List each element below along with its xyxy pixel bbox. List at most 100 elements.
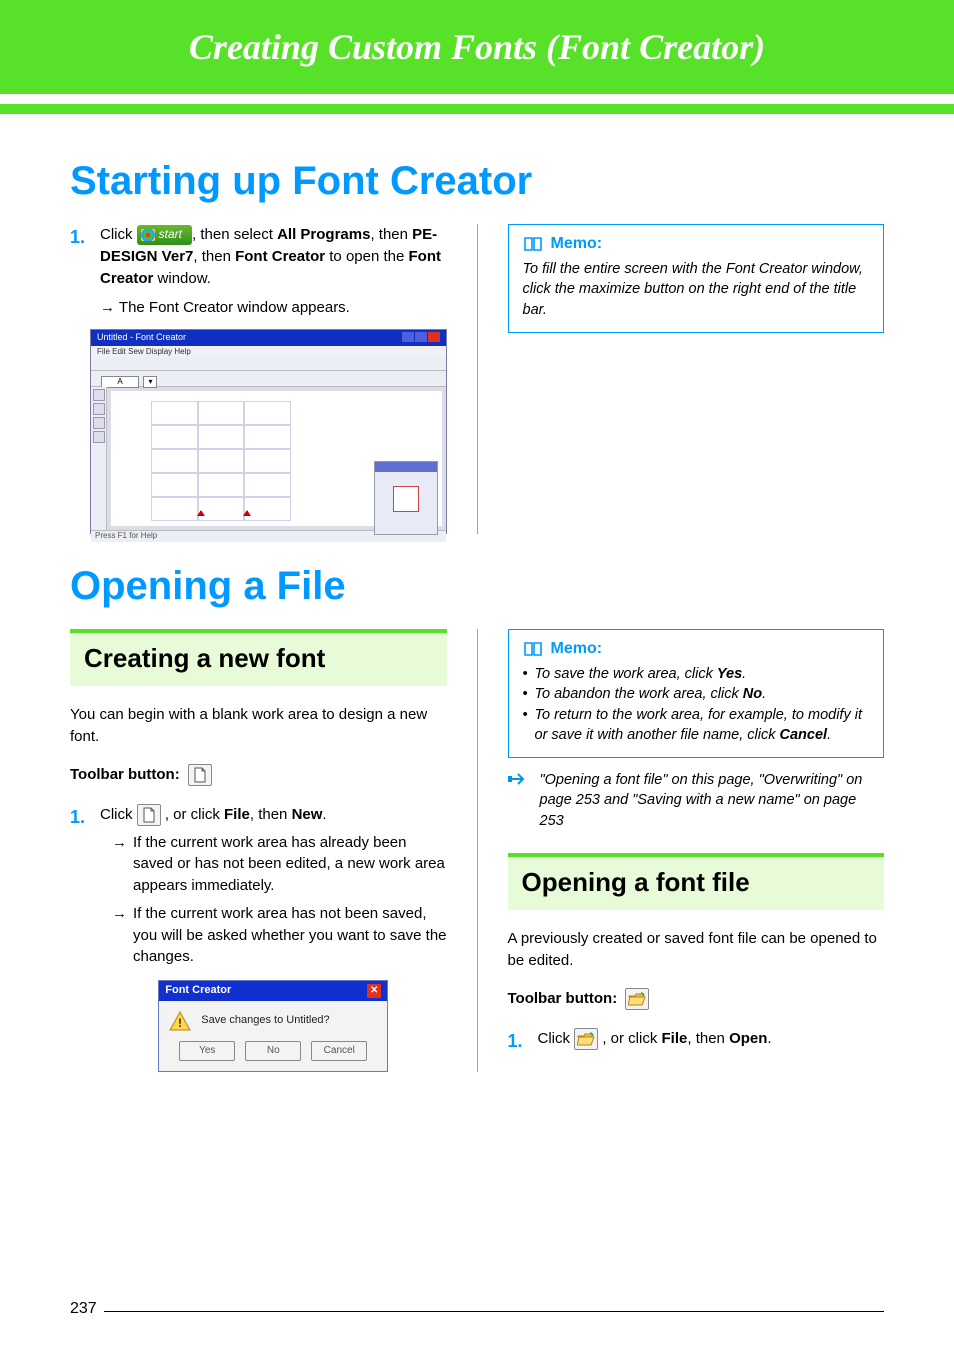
step-number: 1. xyxy=(70,224,88,319)
t: . xyxy=(767,1030,771,1047)
t: , then select xyxy=(192,226,277,243)
step-number: 1. xyxy=(70,804,88,1072)
banner-underline xyxy=(0,104,954,114)
dialog-yes-button[interactable]: Yes xyxy=(179,1041,235,1061)
pointing-hand-icon xyxy=(508,772,530,831)
column-divider xyxy=(477,224,478,534)
close-icon: ✕ xyxy=(367,984,381,998)
book-icon xyxy=(523,641,543,657)
memo-text: To fill the entire screen with the Font … xyxy=(523,259,870,320)
t: , then xyxy=(193,248,235,265)
t: Open xyxy=(729,1030,767,1047)
save-dialog: Font Creator ✕ ! Save changes to Untitle… xyxy=(158,980,388,1072)
start-button-graphic: start xyxy=(137,225,192,244)
t: File xyxy=(224,806,250,823)
t: , or click xyxy=(161,806,224,823)
step-text: Click , or click File, then New. →If the… xyxy=(100,804,447,1072)
app-titlebar: Untitled - Font Creator xyxy=(91,330,446,346)
xref-text: "Opening a font file" on this page, "Ove… xyxy=(540,770,885,831)
dialog-title: Font Creator xyxy=(165,983,231,999)
t: . xyxy=(742,666,746,682)
t: New xyxy=(292,806,323,823)
creating-step-1: 1. Click , or click File, then New. →If … xyxy=(70,804,447,1072)
creating-intro: You can begin with a blank work area to … xyxy=(70,704,447,748)
app-menubar: File Edit Sew Display Help xyxy=(91,346,446,357)
result-2: →If the current work area has not been s… xyxy=(112,903,447,968)
page-number: 237 xyxy=(70,1300,97,1318)
step-text: Click start , then select All Programs , … xyxy=(100,224,447,319)
subhead-creating: Creating a new font xyxy=(70,629,447,686)
window-buttons xyxy=(401,332,440,344)
heading-opening: Opening a File xyxy=(70,564,884,609)
warning-icon: ! xyxy=(169,1011,191,1031)
t: To save the work area, click xyxy=(535,666,717,682)
step-1: 1. Click start , then select All Program… xyxy=(70,224,447,319)
column-divider xyxy=(477,629,478,1072)
step-text: Click , or click File, then Open. xyxy=(538,1028,885,1054)
subhead-text: Opening a font file xyxy=(522,867,873,898)
toolbar-button-row: Toolbar button: xyxy=(70,764,447,786)
dialog-no-button[interactable]: No xyxy=(245,1041,301,1061)
app-char-selector: A ▾ xyxy=(91,371,446,387)
dialog-message: Save changes to Untitled? xyxy=(201,1013,329,1029)
cross-reference: "Opening a font file" on this page, "Ove… xyxy=(508,770,885,831)
t: No xyxy=(743,686,762,702)
t: , then xyxy=(687,1030,729,1047)
banner-title: Creating Custom Fonts (Font Creator) xyxy=(189,26,765,68)
t: Click xyxy=(100,806,137,823)
page-number-rule xyxy=(104,1311,884,1312)
memo-title: Memo: xyxy=(523,640,870,658)
open-step-1: 1. Click , or click File, then Open. xyxy=(508,1028,885,1054)
t: To abandon the work area, click xyxy=(535,686,743,702)
t: Cancel xyxy=(780,727,828,743)
t: Click xyxy=(100,226,137,243)
dialog-cancel-button[interactable]: Cancel xyxy=(311,1041,367,1061)
t: . xyxy=(322,806,326,823)
svg-text:!: ! xyxy=(178,1016,182,1030)
t: All Programs xyxy=(277,226,370,243)
t: . xyxy=(762,686,766,702)
dialog-titlebar: Font Creator ✕ xyxy=(159,981,387,1001)
memo-box-2: Memo: To save the work area, click Yes. … xyxy=(508,629,885,758)
t: Click xyxy=(538,1030,575,1047)
t: window. xyxy=(153,270,211,287)
result-line: The Font Creator window appears. xyxy=(100,297,447,319)
t: . xyxy=(827,727,831,743)
heading-starting: Starting up Font Creator xyxy=(70,159,884,204)
app-title: Untitled - Font Creator xyxy=(97,332,186,344)
t: Yes xyxy=(717,666,742,682)
app-toolbar xyxy=(91,357,446,371)
banner-gap xyxy=(0,94,954,104)
app-tool-palette xyxy=(91,387,107,530)
char-drop: ▾ xyxy=(143,376,157,388)
openfile-intro: A previously created or saved font file … xyxy=(508,928,885,972)
book-icon xyxy=(523,236,543,252)
new-file-icon xyxy=(137,804,161,826)
preview-window xyxy=(374,461,438,535)
memo-box-1: Memo: To fill the entire screen with the… xyxy=(508,224,885,333)
subhead-text: Creating a new font xyxy=(84,643,435,674)
subhead-openfile: Opening a font file xyxy=(508,853,885,910)
t: , then xyxy=(250,806,292,823)
memo-title: Memo: xyxy=(523,235,870,253)
open-folder-icon xyxy=(574,1028,598,1050)
t: Font Creator xyxy=(235,248,325,265)
t: If the current work area has already bee… xyxy=(133,832,447,897)
t: to open the xyxy=(325,248,408,265)
app-screenshot: Untitled - Font Creator File Edit Sew Di… xyxy=(90,329,447,534)
app-canvas xyxy=(111,391,442,526)
open-folder-icon xyxy=(625,988,649,1010)
t: , or click xyxy=(598,1030,661,1047)
t: If the current work area has not been sa… xyxy=(133,903,447,968)
windows-flag-icon xyxy=(141,229,155,241)
toolbar-label: Toolbar button: xyxy=(508,990,618,1007)
memo-label: Memo: xyxy=(551,235,603,253)
toolbar-label: Toolbar button: xyxy=(70,766,180,783)
t: File xyxy=(662,1030,688,1047)
result-1: →If the current work area has already be… xyxy=(112,832,447,897)
new-file-icon xyxy=(188,764,212,786)
toolbar-button-row: Toolbar button: xyxy=(508,988,885,1010)
memo-text: To save the work area, click Yes. To aba… xyxy=(523,664,870,745)
memo-label: Memo: xyxy=(551,640,603,658)
step-number: 1. xyxy=(508,1028,526,1054)
